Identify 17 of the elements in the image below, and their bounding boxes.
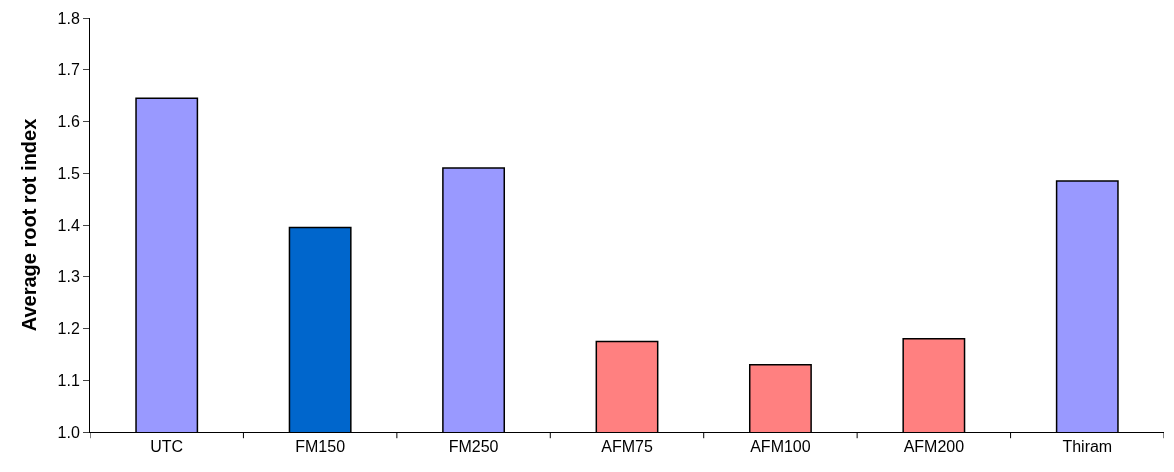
y-tick-label: 1.7 xyxy=(57,61,80,79)
x-tick-label: AFM200 xyxy=(903,438,965,456)
x-tick-label: AFM100 xyxy=(750,438,811,456)
y-axis-title: Average root rot index xyxy=(18,118,41,332)
y-tick-label: 1.4 xyxy=(57,216,80,234)
x-tick-label: Thiram xyxy=(1062,438,1113,456)
y-tick-label: 1.6 xyxy=(57,113,80,131)
y-tick-label: 1.1 xyxy=(57,371,80,389)
x-tick-label: UTC xyxy=(150,438,184,456)
y-tick-label: 1.0 xyxy=(57,423,80,441)
y-tick-label: 1.2 xyxy=(57,320,80,338)
y-tick-label: 1.8 xyxy=(57,9,80,27)
y-tick-label: 1.5 xyxy=(57,164,80,182)
x-tick-label: FM250 xyxy=(448,438,499,456)
x-tick-label: AFM75 xyxy=(601,438,653,456)
x-tick-label: FM150 xyxy=(295,438,346,456)
y-tick-label: 1.3 xyxy=(57,268,80,286)
